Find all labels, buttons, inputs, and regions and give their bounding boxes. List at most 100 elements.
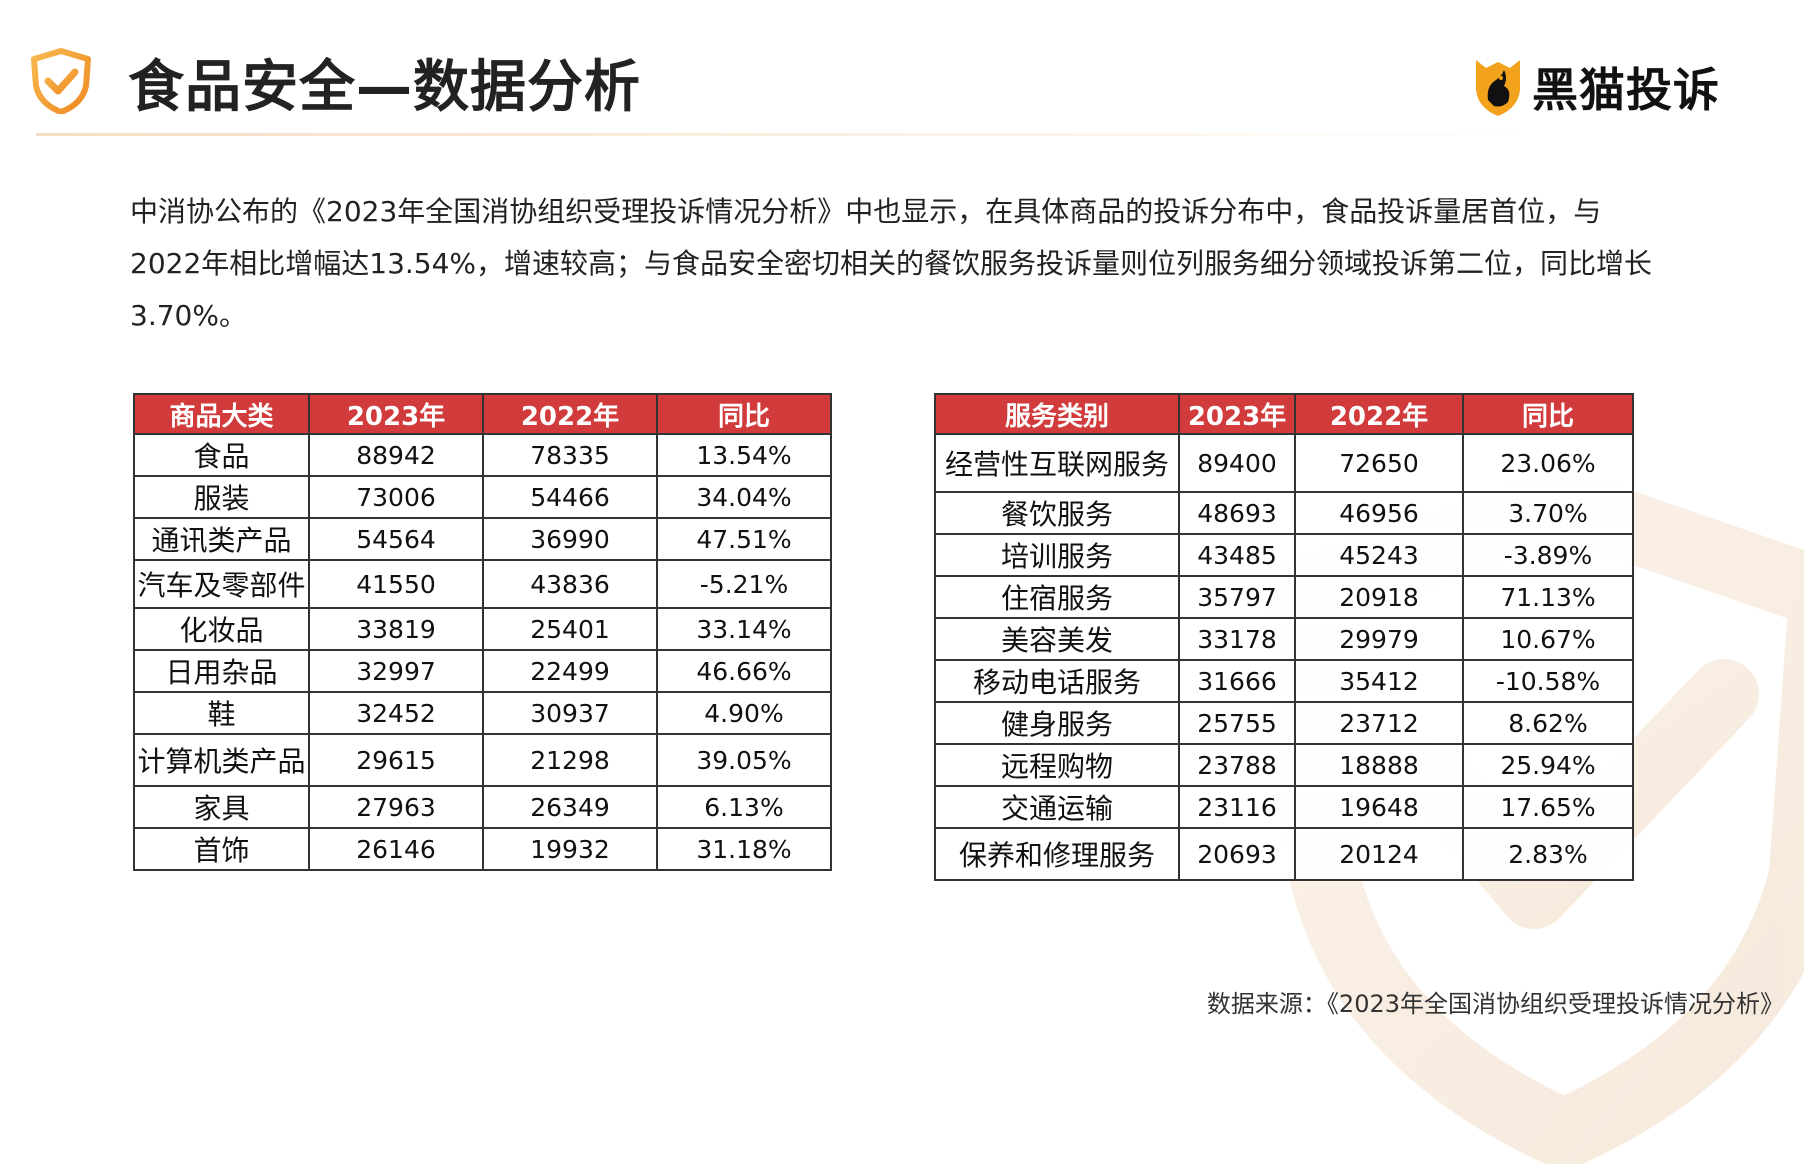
service-category-cell: 移动电话服务 <box>934 659 1180 703</box>
header-2023: 2023年 <box>1178 393 1296 435</box>
service-category-cell: 交通运输 <box>934 785 1180 829</box>
value-2023-cell: 48693 <box>1178 491 1296 535</box>
value-2022-cell: 26349 <box>482 785 658 829</box>
header-yoy: 同比 <box>656 393 832 435</box>
value-2022-cell: 19932 <box>482 827 658 871</box>
table-row: 健身服务 25755 23712 8.62% <box>934 701 1634 745</box>
value-2022-cell: 46956 <box>1294 491 1464 535</box>
value-2022-cell: 35412 <box>1294 659 1464 703</box>
value-2022-cell: 45243 <box>1294 533 1464 577</box>
yoy-cell: 8.62% <box>1462 701 1634 745</box>
table-row: 移动电话服务 31666 35412 -10.58% <box>934 659 1634 703</box>
service-category-cell: 经营性互联网服务 <box>934 433 1180 493</box>
table-row: 食品 88942 78335 13.54% <box>133 433 832 477</box>
black-cat-shield-logo <box>1476 60 1520 116</box>
table-row: 首饰 26146 19932 31.18% <box>133 827 832 871</box>
table-row: 鞋 32452 30937 4.90% <box>133 691 832 735</box>
goods-category-cell: 首饰 <box>133 827 310 871</box>
goods-category-cell: 食品 <box>133 433 310 477</box>
goods-category-cell: 计算机类产品 <box>133 733 310 787</box>
table-row: 化妆品 33819 25401 33.14% <box>133 607 832 651</box>
goods-category-cell: 服装 <box>133 475 310 519</box>
value-2022-cell: 20124 <box>1294 827 1464 881</box>
shield-check-icon <box>31 48 91 114</box>
value-2023-cell: 32997 <box>308 649 484 693</box>
yoy-cell: 3.70% <box>1462 491 1634 535</box>
table-row: 交通运输 23116 19648 17.65% <box>934 785 1634 829</box>
yoy-cell: 23.06% <box>1462 433 1634 493</box>
yoy-cell: -10.58% <box>1462 659 1634 703</box>
header-service-category: 服务类别 <box>934 393 1180 435</box>
service-category-cell: 培训服务 <box>934 533 1180 577</box>
header-yoy: 同比 <box>1462 393 1634 435</box>
header-2022: 2022年 <box>1294 393 1464 435</box>
goods-category-cell: 鞋 <box>133 691 310 735</box>
goods-category-cell: 日用杂品 <box>133 649 310 693</box>
goods-category-cell: 家具 <box>133 785 310 829</box>
service-category-cell: 保养和修理服务 <box>934 827 1180 881</box>
yoy-cell: 13.54% <box>656 433 832 477</box>
value-2023-cell: 33819 <box>308 607 484 651</box>
yoy-cell: -5.21% <box>656 559 832 609</box>
table-row: 经营性互联网服务 89400 72650 23.06% <box>934 433 1634 493</box>
table-row: 餐饮服务 48693 46956 3.70% <box>934 491 1634 535</box>
value-2023-cell: 25755 <box>1178 701 1296 745</box>
value-2023-cell: 23788 <box>1178 743 1296 787</box>
intro-paragraph: 中消协公布的《2023年全国消协组织受理投诉情况分析》中也显示，在具体商品的投诉… <box>130 195 1653 332</box>
yoy-cell: 2.83% <box>1462 827 1634 881</box>
value-2022-cell: 21298 <box>482 733 658 787</box>
yoy-cell: 25.94% <box>1462 743 1634 787</box>
service-category-cell: 住宿服务 <box>934 575 1180 619</box>
service-category-cell: 远程购物 <box>934 743 1180 787</box>
table-row: 服装 73006 54466 34.04% <box>133 475 832 519</box>
brand-name: 黑猫投诉 <box>1532 63 1720 117</box>
table-row: 美容美发 33178 29979 10.67% <box>934 617 1634 661</box>
value-2022-cell: 43836 <box>482 559 658 609</box>
value-2023-cell: 43485 <box>1178 533 1296 577</box>
table-row: 通讯类产品 54564 36990 47.51% <box>133 517 832 561</box>
table-header-row: 服务类别 2023年 2022年 同比 <box>934 393 1634 435</box>
yoy-cell: 17.65% <box>1462 785 1634 829</box>
value-2022-cell: 29979 <box>1294 617 1464 661</box>
header-2022: 2022年 <box>482 393 658 435</box>
value-2023-cell: 33178 <box>1178 617 1296 661</box>
goods-category-cell: 化妆品 <box>133 607 310 651</box>
value-2023-cell: 31666 <box>1178 659 1296 703</box>
value-2022-cell: 36990 <box>482 517 658 561</box>
table-row: 远程购物 23788 18888 25.94% <box>934 743 1634 787</box>
data-source-note: 数据来源：《2023年全国消协组织受理投诉情况分析》 <box>1206 990 1784 1018</box>
value-2023-cell: 88942 <box>308 433 484 477</box>
yoy-cell: 10.67% <box>1462 617 1634 661</box>
yoy-cell: 31.18% <box>656 827 832 871</box>
value-2023-cell: 23116 <box>1178 785 1296 829</box>
value-2023-cell: 89400 <box>1178 433 1296 493</box>
value-2023-cell: 73006 <box>308 475 484 519</box>
value-2023-cell: 29615 <box>308 733 484 787</box>
table-row: 家具 27963 26349 6.13% <box>133 785 832 829</box>
value-2023-cell: 20693 <box>1178 827 1296 881</box>
value-2022-cell: 20918 <box>1294 575 1464 619</box>
table-row: 住宿服务 35797 20918 71.13% <box>934 575 1634 619</box>
value-2023-cell: 32452 <box>308 691 484 735</box>
yoy-cell: 33.14% <box>656 607 832 651</box>
value-2022-cell: 23712 <box>1294 701 1464 745</box>
service-complaint-table: 服务类别 2023年 2022年 同比 经营性互联网服务 89400 72650… <box>934 393 1634 881</box>
table-row: 日用杂品 32997 22499 46.66% <box>133 649 832 693</box>
service-category-cell: 餐饮服务 <box>934 491 1180 535</box>
value-2022-cell: 30937 <box>482 691 658 735</box>
value-2023-cell: 54564 <box>308 517 484 561</box>
service-category-cell: 健身服务 <box>934 701 1180 745</box>
goods-category-cell: 汽车及零部件 <box>133 559 310 609</box>
value-2022-cell: 25401 <box>482 607 658 651</box>
value-2023-cell: 35797 <box>1178 575 1296 619</box>
value-2022-cell: 18888 <box>1294 743 1464 787</box>
value-2022-cell: 22499 <box>482 649 658 693</box>
service-category-cell: 美容美发 <box>934 617 1180 661</box>
yoy-cell: -3.89% <box>1462 533 1634 577</box>
title-divider <box>36 133 1536 136</box>
brand-logo-group: 黑猫投诉 <box>1472 54 1720 120</box>
yoy-cell: 4.90% <box>656 691 832 735</box>
yoy-cell: 39.05% <box>656 733 832 787</box>
table-row: 计算机类产品 29615 21298 39.05% <box>133 733 832 787</box>
value-2022-cell: 72650 <box>1294 433 1464 493</box>
